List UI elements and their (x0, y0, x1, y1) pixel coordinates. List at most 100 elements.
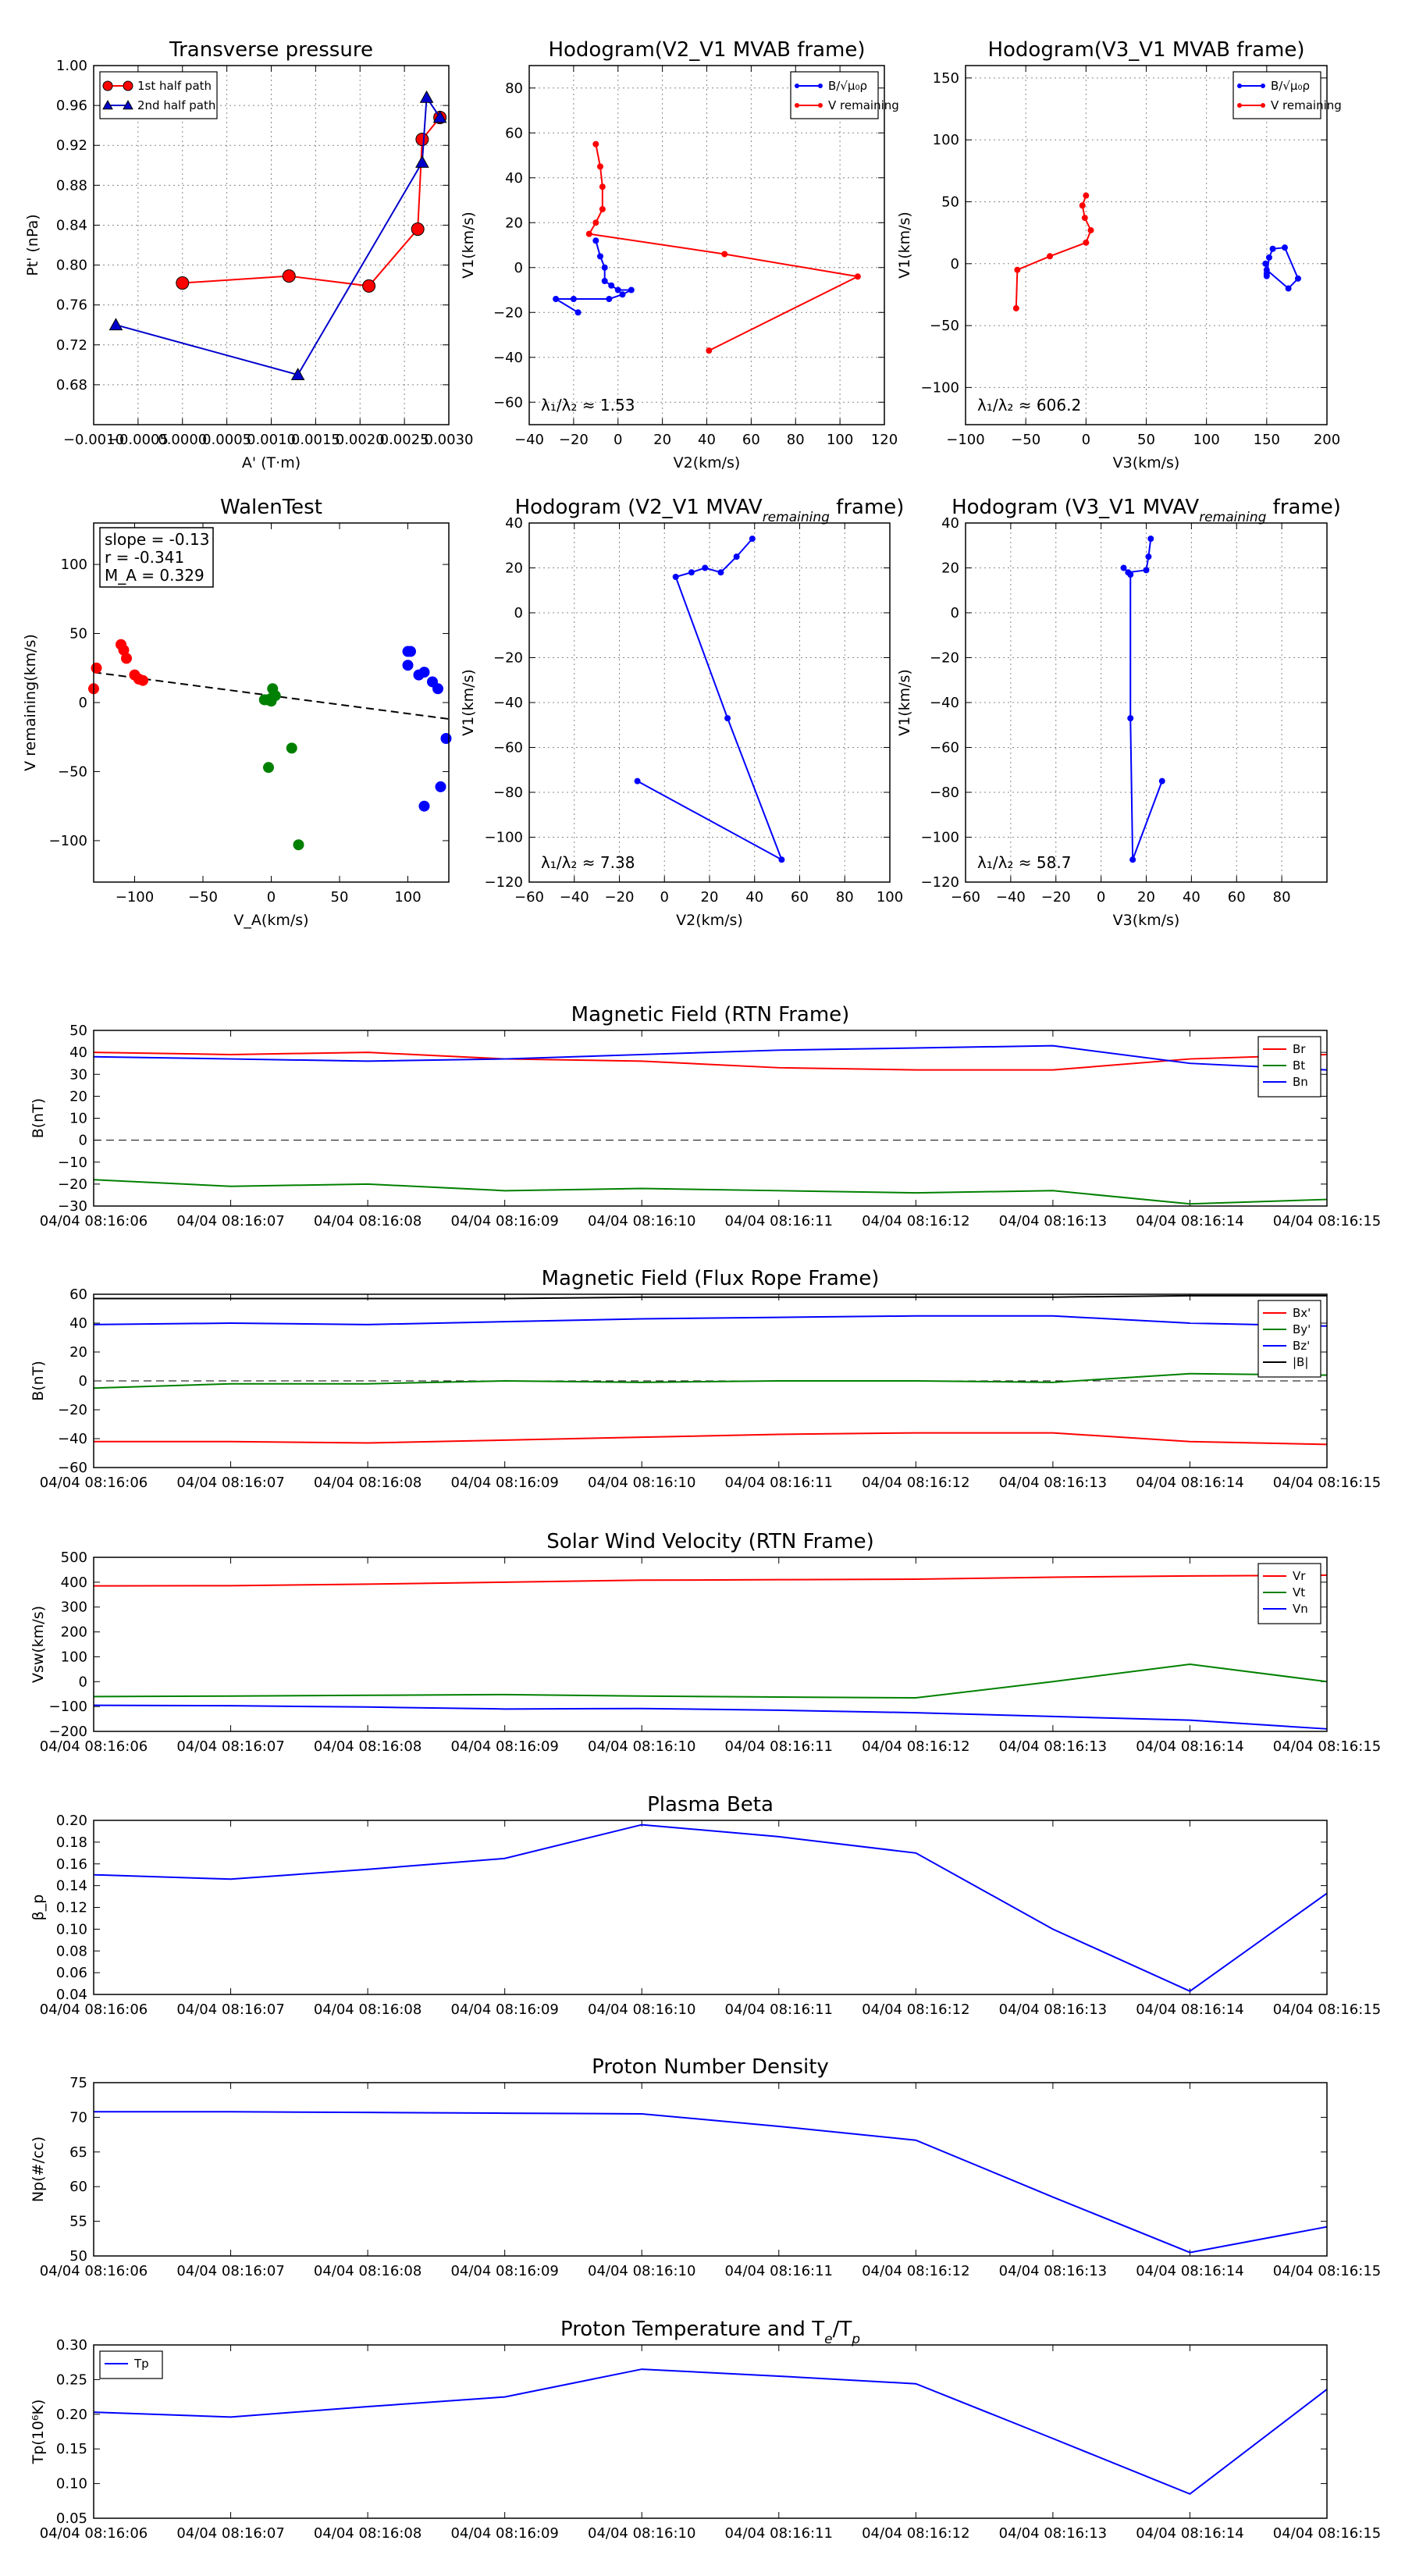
hodogram_v2_v1_mvav-point (634, 777, 641, 785)
hodogram_v2_v1_mvab-frame (528, 65, 885, 425)
mag_fluxrope-ytick-label: −40 (58, 1431, 87, 1447)
transverse_pressure-xtick-label: 0.0020 (336, 432, 385, 448)
hodogram_v3_v1_mvav-ytick-label: 0 (951, 605, 959, 621)
proton_temperature-legend-box (99, 2350, 163, 2379)
proton_density-ytick-label: 75 (69, 2075, 87, 2091)
hodogram_v2_v1_mvab-xtick-label: −20 (559, 432, 589, 448)
plasma_beta-panel: 04/04 08:16:06 04/04 08:16:07 04/04 08:16:… (30, 1793, 1381, 2018)
transverse_pressure-point (415, 155, 429, 168)
walen_test-xtick-label: −100 (116, 889, 154, 906)
mag_rtn-xtick-label: 04/04 08:16:15 (1273, 1213, 1381, 1229)
hodogram_v3_v1_mvab-ytick-label: 50 (941, 194, 959, 210)
solar_wind_velocity-ytick-label: 500 (61, 1550, 87, 1566)
hodogram_v3_v1_mvav-point (1158, 777, 1165, 785)
hodogram_v3_v1_mvab-point (1014, 266, 1021, 273)
hodogram_v2_v1_mvab-legend-marker (795, 103, 799, 108)
hodogram_v3_v1_mvab-point (1262, 260, 1269, 267)
mag_rtn-ytick-label: 50 (69, 1023, 87, 1039)
walen_test-point (435, 781, 446, 792)
transverse_pressure-ytick-label: 0.96 (56, 98, 87, 114)
hodogram_v3_v1_mvab-ytick-label: 0 (951, 256, 959, 272)
hodogram_v2_v1_mvav-xtick-label: −40 (560, 889, 589, 906)
proton_temperature-frame (93, 2344, 1328, 2519)
plasma_beta-xtick-label: 04/04 08:16:13 (999, 2001, 1107, 2018)
transverse_pressure-legend-marker (102, 80, 113, 91)
hodogram_v2_v1_mvab-title: Hodogram(V2_V1 MVAB frame) (548, 38, 865, 62)
hodogram_v2_v1_mvav-ytick-label: −120 (485, 874, 523, 891)
solar_wind_velocity-xtick-label: 04/04 08:16:07 (176, 1738, 284, 1755)
hodogram_v3_v1_mvab-frame (965, 65, 1328, 425)
proton_temperature-panel: 04/04 08:16:06 04/04 08:16:07 04/04 08:16:… (30, 2318, 1381, 2542)
proton_density-xtick-label: 04/04 08:16:10 (588, 2263, 695, 2279)
transverse_pressure-point (419, 90, 434, 103)
hodogram_v3_v1_mvab-point (1294, 275, 1301, 282)
plasma_beta-frame (93, 1820, 1328, 1995)
plasma_beta-ytick-label: 0.16 (56, 1856, 87, 1873)
plasma_beta-xtick-label: 04/04 08:16:09 (450, 2001, 558, 2018)
proton_temperature-title: Proton Temperature and Te/Tp (560, 2318, 860, 2347)
plasma_beta-ytick-label: 0.08 (56, 1943, 87, 1959)
walen_test-annotation-box (99, 527, 214, 588)
hodogram_v3_v1_mvab-point (1079, 202, 1086, 209)
transverse_pressure-ylabel: Pt' (nPa) (24, 214, 41, 276)
hodogram_v2_v1_mvab-xtick-label: 20 (653, 432, 671, 448)
walen_test-xlabel: V_A(km/s) (233, 912, 308, 929)
hodogram_v3_v1_mvav-ylabel: V1(km/s) (896, 669, 913, 736)
transverse_pressure-xtick-label: −0.0010 (63, 432, 124, 448)
hodogram_v2_v1_mvav-ytick-label: 0 (514, 605, 523, 621)
hodogram_v2_v1_mvav-annotation: λ₁/λ₂ ≈ 7.38 (541, 853, 635, 872)
hodogram_v3_v1_mvab-ytick-label: −50 (930, 318, 959, 334)
walen_test-ytick-label: −100 (49, 833, 87, 849)
hodogram_v2_v1_mvab-xtick-label: 60 (742, 432, 760, 448)
mag_fluxrope-ytick-label: 60 (69, 1286, 87, 1303)
transverse_pressure-frame (93, 65, 450, 425)
solar_wind_velocity-legend-box (1257, 1563, 1321, 1624)
hodogram_v2_v1_mvab-ytick-label: 20 (505, 215, 523, 231)
walen_test-point (402, 660, 414, 671)
hodogram_v2_v1_mvav-ytick-label: −40 (493, 695, 523, 711)
hodogram_v3_v1_mvab-point (1083, 239, 1090, 246)
hodogram_v2_v1_mvav-point (778, 856, 785, 863)
plasma_beta-ytick-label: 0.14 (56, 1878, 87, 1895)
hodogram_v3_v1_mvab-xtick-label: 50 (1137, 432, 1155, 448)
hodogram_v2_v1_mvab-legend-marker (818, 84, 823, 88)
hodogram_v2_v1_mvab-point (592, 219, 599, 226)
mag_rtn-xtick-label: 04/04 08:16:08 (314, 1213, 422, 1229)
plasma_beta-ytick-label: 0.18 (56, 1834, 87, 1851)
plasma_beta-xtick-label: 04/04 08:16:11 (725, 2001, 833, 2018)
hodogram_v3_v1_mvav-point (1143, 567, 1150, 574)
hodogram_v3_v1_mvav-xtick-label: −20 (1041, 889, 1071, 906)
hodogram_v2_v1_mvav-point (724, 715, 731, 722)
proton_density-xtick-label: 04/04 08:16:09 (450, 2263, 558, 2279)
hodogram_v3_v1_mvav-point (1145, 553, 1152, 560)
hodogram_v3_v1_mvab-legend-label: B/√μ₀ρ (1271, 79, 1310, 93)
hodogram_v3_v1_mvab-xtick-label: −100 (946, 432, 984, 448)
transverse_pressure-point (411, 222, 425, 237)
solar_wind_velocity-frame (93, 1557, 1328, 1732)
hodogram_v2_v1_mvab-point (601, 278, 608, 284)
hodogram_v2_v1_mvab-ytick-label: −40 (493, 350, 523, 366)
mag_rtn-legend-label: Bt (1293, 1059, 1305, 1073)
mag_rtn-ytick-label: 40 (69, 1044, 87, 1061)
walen_test-point (418, 800, 430, 812)
walen_test-point (293, 839, 304, 851)
proton_density-ytick-label: 60 (69, 2179, 87, 2195)
proton_density-ylabel: Np(#/cc) (30, 2137, 47, 2202)
hodogram_v3_v1_mvab-xtick-label: 200 (1314, 432, 1340, 448)
mag_fluxrope-legend-label: |B| (1293, 1355, 1308, 1369)
mag_rtn-ytick-label: 10 (69, 1111, 87, 1127)
solar_wind_velocity-ytick-label: 0 (79, 1674, 87, 1690)
walen_test-point (269, 690, 281, 702)
solar_wind_velocity-legend-label: Vt (1293, 1585, 1305, 1599)
hodogram_v3_v1_mvab-xtick-label: 150 (1254, 432, 1280, 448)
hodogram_v3_v1_mvav-ytick-label: −120 (921, 874, 959, 891)
proton_density-panel: 04/04 08:16:06 04/04 08:16:07 04/04 08:16:… (30, 2055, 1381, 2279)
hodogram_v2_v1_mvav-ytick-label: −20 (493, 650, 523, 667)
hodogram_v3_v1_mvab-series-1-line (1015, 195, 1092, 308)
solar_wind_velocity-title: Solar Wind Velocity (RTN Frame) (546, 1530, 873, 1553)
mag_fluxrope-xtick-label: 04/04 08:16:09 (450, 1475, 558, 1491)
solar_wind_velocity-ylabel: Vsw(km/s) (30, 1606, 47, 1683)
hodogram_v2_v1_mvab-point (628, 286, 635, 294)
mag_fluxrope-ytick-label: 20 (69, 1344, 87, 1361)
